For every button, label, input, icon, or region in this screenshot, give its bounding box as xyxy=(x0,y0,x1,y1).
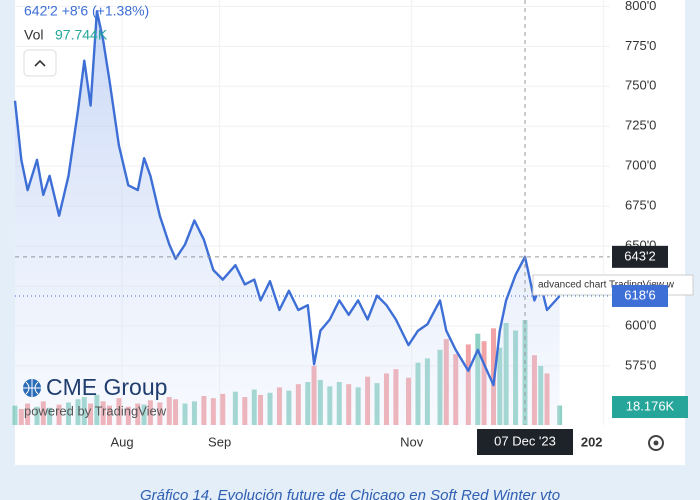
y-tick-label: 575'0 xyxy=(625,357,656,372)
y-tick-label: 775'0 xyxy=(625,38,656,53)
x-tick-label: Aug xyxy=(110,434,133,449)
overlay: 643'2 07 Dec '23 advanced chart TradingVie… xyxy=(15,0,694,455)
brand: CME Group xyxy=(46,374,167,400)
y-tick-label: 675'0 xyxy=(625,198,656,213)
x-tick-label: Nov xyxy=(400,434,424,449)
settings-icon-center xyxy=(653,440,659,446)
price-line xyxy=(13,10,561,387)
volume-label: Vol xyxy=(24,27,43,43)
last-price-box xyxy=(612,284,668,307)
collapse-button[interactable] xyxy=(23,49,57,77)
crosshair-y-label: 643'2 xyxy=(624,248,655,263)
volume-value: 97.744K xyxy=(55,27,108,43)
powered-by: powered by TradingView xyxy=(24,403,167,418)
y-tick-label: 725'0 xyxy=(625,118,656,133)
quote: 642'2 +8'6 (+1.38%) xyxy=(24,3,149,19)
tooltip: advanced chart TradingView w xyxy=(538,280,675,291)
settings-icon[interactable] xyxy=(648,435,664,451)
price-area xyxy=(15,11,560,425)
x-tick-label: Sep xyxy=(208,434,231,449)
x-tick-label: 202 xyxy=(581,434,603,449)
y-tick-label: 800'0 xyxy=(625,0,656,13)
volume-bar xyxy=(557,405,563,425)
crosshair-y-box xyxy=(612,245,668,268)
last-volume-label: 18.176K xyxy=(626,398,675,413)
globe-lines xyxy=(23,379,41,397)
y-tick-label: 750'0 xyxy=(625,78,656,93)
y-tick-label: 600'0 xyxy=(625,317,656,332)
crosshair-x-box xyxy=(477,429,573,455)
caption: Gráfico 14. Evolución future de Chicago … xyxy=(140,487,560,500)
last-volume-box xyxy=(612,396,688,418)
last-price-label: 618'6 xyxy=(624,287,655,302)
crosshair-x-label: 07 Dec '23 xyxy=(494,433,556,448)
y-tick-label: 700'0 xyxy=(625,158,656,173)
chevron-icon xyxy=(34,59,46,67)
plot xyxy=(13,10,561,425)
